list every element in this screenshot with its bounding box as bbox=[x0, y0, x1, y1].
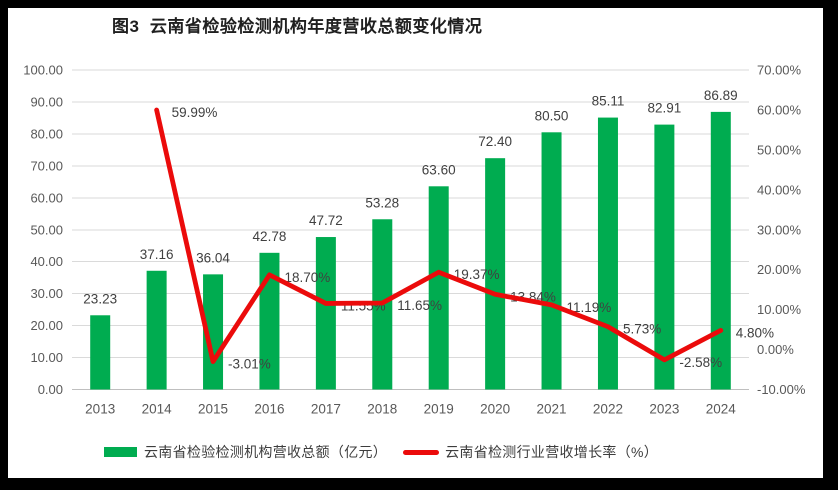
legend: 云南省检验检测机构营收总额（亿元） 云南省检测行业营收增长率（%） bbox=[104, 442, 658, 462]
left-axis-tick-label: 60.00 bbox=[30, 190, 63, 205]
bar-2024 bbox=[710, 111, 731, 390]
left-axis-tick-label: 20.00 bbox=[30, 318, 63, 333]
x-axis-label: 2024 bbox=[706, 402, 737, 417]
bar-2023 bbox=[654, 124, 675, 390]
left-axis-tick-label: 70.00 bbox=[30, 158, 63, 173]
frame-border-right bbox=[823, 0, 838, 490]
bar-2017 bbox=[315, 237, 336, 390]
line-value-label: 18.70% bbox=[284, 270, 330, 285]
right-axis-tick-label: 60.00% bbox=[757, 102, 802, 117]
right-axis-tick-label: 20.00% bbox=[757, 262, 802, 277]
left-axis-tick-label: 0.00 bbox=[38, 382, 63, 397]
x-axis-label: 2023 bbox=[649, 402, 679, 417]
bar-value-label: 80.50 bbox=[535, 108, 569, 123]
legend-line-swatch-icon bbox=[403, 449, 440, 455]
x-axis-label: 2022 bbox=[593, 402, 623, 417]
x-axis-label: 2014 bbox=[142, 402, 173, 417]
bar-value-label: 72.40 bbox=[478, 134, 512, 149]
left-axis-tick-label: 10.00 bbox=[30, 350, 63, 365]
bar-value-label: 47.72 bbox=[309, 213, 343, 228]
x-axis-label: 2020 bbox=[480, 402, 510, 417]
left-axis-tick-label: 50.00 bbox=[30, 222, 63, 237]
x-axis-label: 2016 bbox=[254, 402, 284, 417]
bar-2021 bbox=[541, 132, 562, 390]
line-value-label: 4.80% bbox=[736, 325, 774, 340]
bar-2022 bbox=[597, 117, 618, 390]
x-axis-label: 2017 bbox=[311, 402, 341, 417]
bar-value-label: 53.28 bbox=[365, 195, 399, 210]
right-axis-tick-label: -10.00% bbox=[757, 382, 806, 397]
x-axis-label: 2019 bbox=[424, 402, 454, 417]
legend-bar-swatch-icon bbox=[104, 447, 137, 457]
line-value-label: -3.01% bbox=[228, 357, 271, 372]
bar-2014 bbox=[146, 270, 167, 390]
bar-value-label: 85.11 bbox=[592, 94, 625, 109]
right-axis-tick-label: 50.00% bbox=[757, 142, 802, 157]
x-axis-label: 2018 bbox=[367, 402, 397, 417]
line-value-label: 19.37% bbox=[454, 267, 500, 282]
line-value-label: 11.19% bbox=[567, 300, 612, 315]
left-axis-tick-label: 90.00 bbox=[30, 94, 63, 109]
bar-2016 bbox=[259, 252, 280, 390]
x-axis-label: 2021 bbox=[537, 402, 567, 417]
left-axis-tick-label: 80.00 bbox=[30, 126, 63, 141]
line-value-label: 11.65% bbox=[397, 298, 442, 313]
right-axis-tick-label: 10.00% bbox=[757, 302, 802, 317]
bar-value-label: 63.60 bbox=[422, 162, 456, 177]
bar-value-label: 37.16 bbox=[140, 247, 174, 262]
right-axis-tick-label: 70.00% bbox=[757, 63, 802, 78]
line-value-label: 59.99% bbox=[172, 105, 218, 120]
growth-rate-line bbox=[154, 107, 724, 364]
left-axis-tick-label: 30.00 bbox=[30, 286, 63, 301]
x-axis-label: 2013 bbox=[85, 402, 115, 417]
right-axis-tick-label: 30.00% bbox=[757, 222, 802, 237]
left-axis-tick-label: 40.00 bbox=[30, 254, 63, 269]
bar-2013 bbox=[90, 315, 111, 390]
bar-2015 bbox=[203, 274, 224, 390]
bar-value-label: 86.89 bbox=[704, 88, 738, 103]
legend-bar-label: 云南省检验检测机构营收总额（亿元） bbox=[144, 444, 388, 460]
line-value-label: -2.58% bbox=[679, 355, 722, 370]
bar-value-label: 23.23 bbox=[83, 291, 117, 306]
right-axis-tick-label: 0.00% bbox=[757, 342, 794, 357]
x-axis-label: 2015 bbox=[198, 402, 228, 417]
bar-value-label: 42.78 bbox=[253, 229, 287, 244]
frame-border-left bbox=[0, 0, 8, 490]
bar-2020 bbox=[485, 158, 506, 390]
frame-border-bottom bbox=[0, 478, 838, 490]
bar-2019 bbox=[428, 186, 449, 390]
chart-title: 图3 云南省检验检测机构年度营收总额变化情况 bbox=[112, 17, 483, 36]
bar-value-label: 82.91 bbox=[647, 101, 681, 116]
line-value-label: 5.73% bbox=[623, 322, 661, 337]
bar-value-label: 36.04 bbox=[196, 250, 230, 265]
legend-line-label: 云南省检测行业营收增长率（%） bbox=[445, 444, 659, 460]
right-axis-tick-label: 40.00% bbox=[757, 182, 802, 197]
left-axis-tick-label: 100.00 bbox=[23, 63, 63, 78]
frame-border-top bbox=[0, 0, 838, 8]
